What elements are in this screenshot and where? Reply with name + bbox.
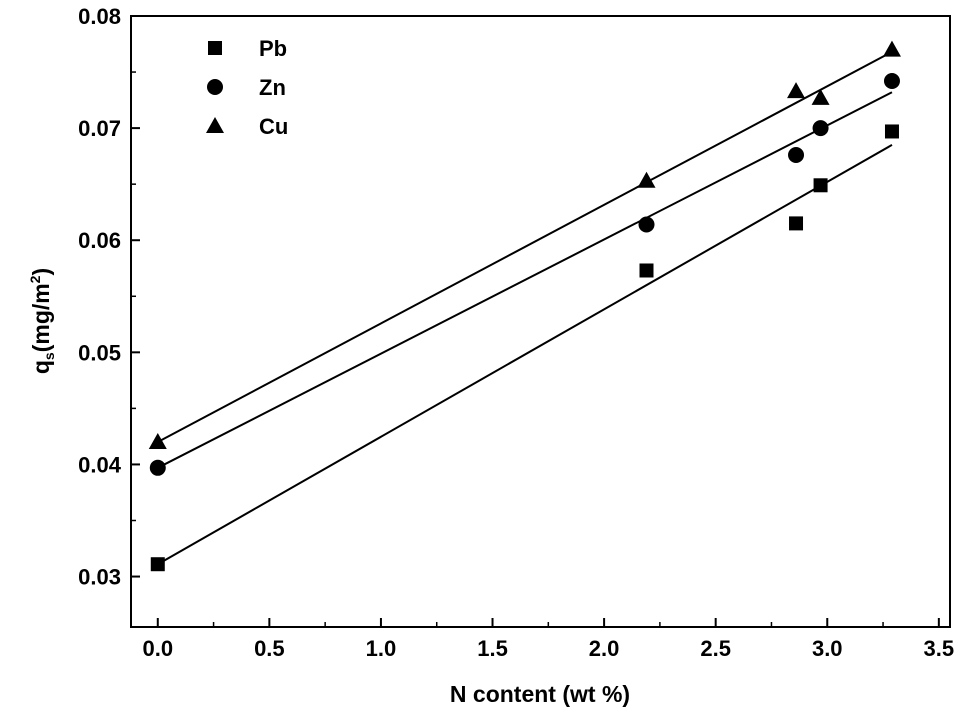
legend-marker-pb: [208, 41, 222, 55]
x-tick-label: 1.5: [477, 636, 508, 661]
data-point-pb: [150, 557, 165, 572]
y-tick-label: 0.07: [78, 116, 121, 141]
fit-line-zn: [157, 91, 893, 469]
data-point-zn: [149, 459, 166, 476]
legend-marker-zn: [207, 79, 223, 95]
y-tick-label: 0.08: [78, 4, 121, 29]
legend-label-cu: Cu: [259, 114, 288, 139]
legend: Pb Zn Cu: [206, 36, 288, 139]
fit-line-cu: [157, 50, 893, 443]
y-axis-title-close: ): [28, 268, 54, 276]
y-axis-ticks: 0.03 0.04 0.05 0.06 0.07 0.08: [78, 4, 140, 590]
x-axis-ticks: 0.0 0.5 1.0 1.5 2.0 2.5 3.0 3.5: [142, 618, 954, 661]
y-axis-title-unit: (mg/m: [28, 283, 54, 352]
y-axis-title: qs(mg/m2): [27, 268, 57, 374]
y-tick-label: 0.05: [78, 340, 121, 365]
legend-label-zn: Zn: [259, 75, 286, 100]
data-point-pb: [639, 263, 654, 278]
y-tick-label: 0.04: [78, 452, 122, 477]
y-axis-title-main: q: [28, 360, 54, 374]
data-point-cu: [787, 82, 806, 99]
y-tick-label: 0.06: [78, 228, 121, 253]
x-tick-label: 0.0: [142, 636, 173, 661]
data-point-zn: [638, 216, 655, 233]
data-point-cu: [637, 171, 656, 188]
x-tick-label: 3.0: [812, 636, 843, 661]
data-point-pb: [813, 178, 828, 193]
x-tick-label: 0.5: [254, 636, 285, 661]
data-point-pb: [884, 124, 899, 139]
y-axis-title-subscript: s: [41, 352, 57, 360]
y-tick-label: 0.03: [78, 565, 121, 590]
x-tick-label: 2.0: [589, 636, 620, 661]
data-point-cu: [811, 88, 830, 105]
data-point-zn: [883, 73, 900, 90]
data-point-zn: [812, 120, 829, 137]
x-tick-label: 3.5: [924, 636, 955, 661]
plot-frame: [130, 15, 951, 628]
x-tick-label: 2.5: [700, 636, 731, 661]
x-axis-title: N content (wt %): [450, 681, 630, 707]
x-tick-label: 1.0: [366, 636, 397, 661]
data-point-cu: [882, 40, 901, 57]
legend-marker-cu: [206, 117, 224, 133]
data-point-pb: [789, 216, 804, 231]
legend-label-pb: Pb: [259, 36, 287, 61]
data-point-zn: [788, 147, 805, 164]
fit-line-pb: [157, 144, 893, 566]
fit-lines: [157, 50, 893, 566]
y-axis-title-superscript: 2: [27, 275, 43, 283]
data-markers: [148, 40, 901, 572]
data-point-cu: [148, 433, 167, 450]
